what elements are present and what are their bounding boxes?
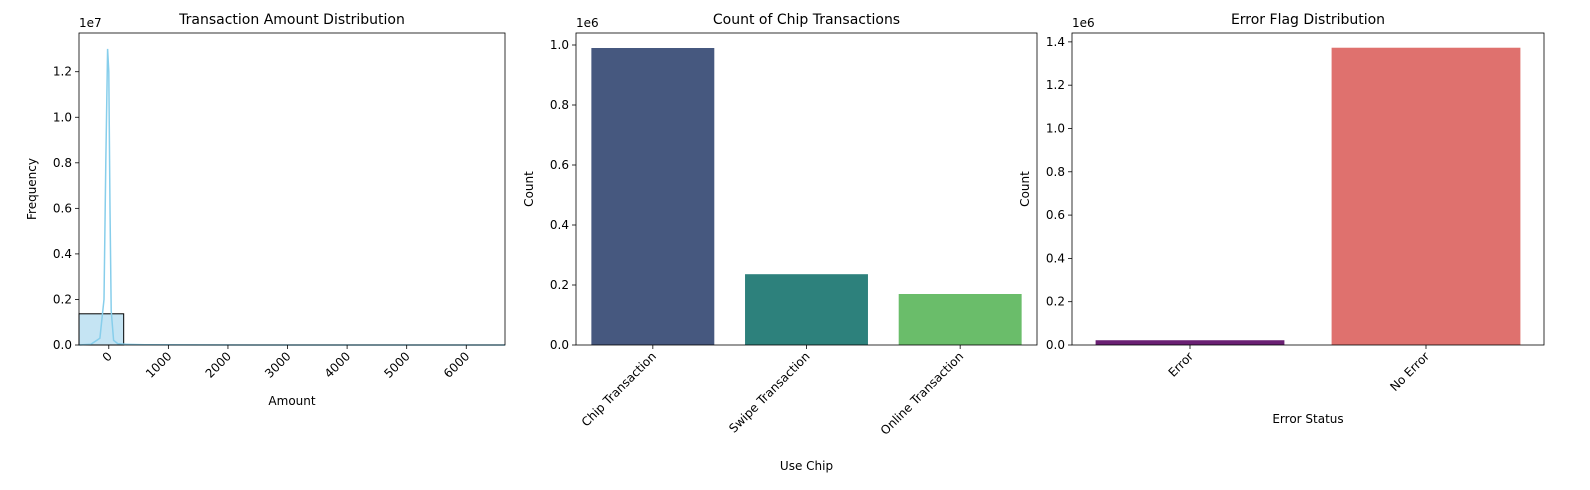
x-tick-label: Chip Transaction (579, 349, 659, 429)
y-tick-label: 0.8 (53, 156, 72, 170)
plot-frame (575, 32, 1038, 346)
plot-frame (1071, 32, 1545, 346)
y-axis-title: Count (522, 171, 536, 207)
x-tick-label: 2000 (203, 349, 234, 380)
y-tick-label: 0.4 (53, 247, 72, 261)
y-tick-label: 0.2 (53, 292, 72, 306)
y-tick-label: 1.2 (53, 65, 72, 79)
x-tick-label: No Error (1387, 349, 1432, 394)
y-multiplier-label: 1e7 (79, 16, 102, 30)
chart-amount-distribution: 0.0 0.2 0.4 0.6 0.8 1.0 1.2 1e7 0 1000 2000 3000 400… (25, 12, 506, 408)
y-tick-label: 1.0 (550, 38, 569, 52)
y-tick-label: 0.4 (550, 218, 569, 232)
bar (591, 48, 715, 345)
bar (1095, 340, 1285, 345)
y-tick-label: 0.2 (550, 278, 569, 292)
y-tick-label: 0.0 (53, 338, 72, 352)
x-tick-label: Swipe Transaction (726, 349, 812, 435)
y-tick-label: 0.6 (1046, 208, 1065, 222)
x-tick-label: 6000 (441, 349, 472, 380)
x-axis-title: Error Status (1272, 412, 1343, 426)
y-axis-title: Count (1018, 171, 1032, 207)
x-tick-label: 5000 (381, 349, 412, 380)
x-tick-label: Online Transaction (878, 349, 967, 438)
x-axis-title: Amount (268, 394, 315, 408)
chart-title: Transaction Amount Distribution (178, 12, 405, 28)
y-multiplier-label: 1e6 (576, 16, 599, 30)
x-tick-label: 0 (100, 349, 115, 364)
x-tick-label: 3000 (262, 349, 293, 380)
plot-frame (78, 32, 506, 346)
y-tick-label: 0.2 (1046, 295, 1065, 309)
y-tick-label: 1.4 (1046, 35, 1065, 49)
y-tick-label: 0.0 (550, 338, 569, 352)
y-tick-label: 0.8 (550, 98, 569, 112)
chart-title: Error Flag Distribution (1231, 12, 1385, 28)
x-axis-title: Use Chip (780, 459, 833, 473)
chart-chip-transactions: 0.0 0.2 0.4 0.6 0.8 1.0 1e6 Chip Transaction Swi… (522, 12, 1038, 473)
y-tick-label: 0.6 (53, 201, 72, 215)
y-tick-label: 1.2 (1046, 78, 1065, 92)
bar (898, 294, 1022, 345)
kde-line (78, 48, 505, 346)
y-tick-label: 1.0 (53, 110, 72, 124)
x-tick-label: 4000 (322, 349, 353, 380)
y-tick-label: 0.6 (550, 158, 569, 172)
y-axis-title: Frequency (25, 158, 39, 220)
bar (1331, 47, 1521, 345)
chart-title: Count of Chip Transactions (713, 12, 900, 28)
x-tick-label: 1000 (143, 349, 174, 380)
y-tick-label: 0.0 (1046, 338, 1065, 352)
x-tick-label: Error (1166, 349, 1197, 380)
bar (745, 274, 868, 345)
y-tick-label: 0.8 (1046, 165, 1065, 179)
chart-error-flag: 0.0 0.2 0.4 0.6 0.8 1.0 1.2 1.4 1e6 Error No Error… (1018, 12, 1545, 426)
y-tick-label: 1.0 (1046, 121, 1065, 135)
y-tick-label: 0.4 (1046, 251, 1065, 265)
y-multiplier-label: 1e6 (1072, 16, 1095, 30)
